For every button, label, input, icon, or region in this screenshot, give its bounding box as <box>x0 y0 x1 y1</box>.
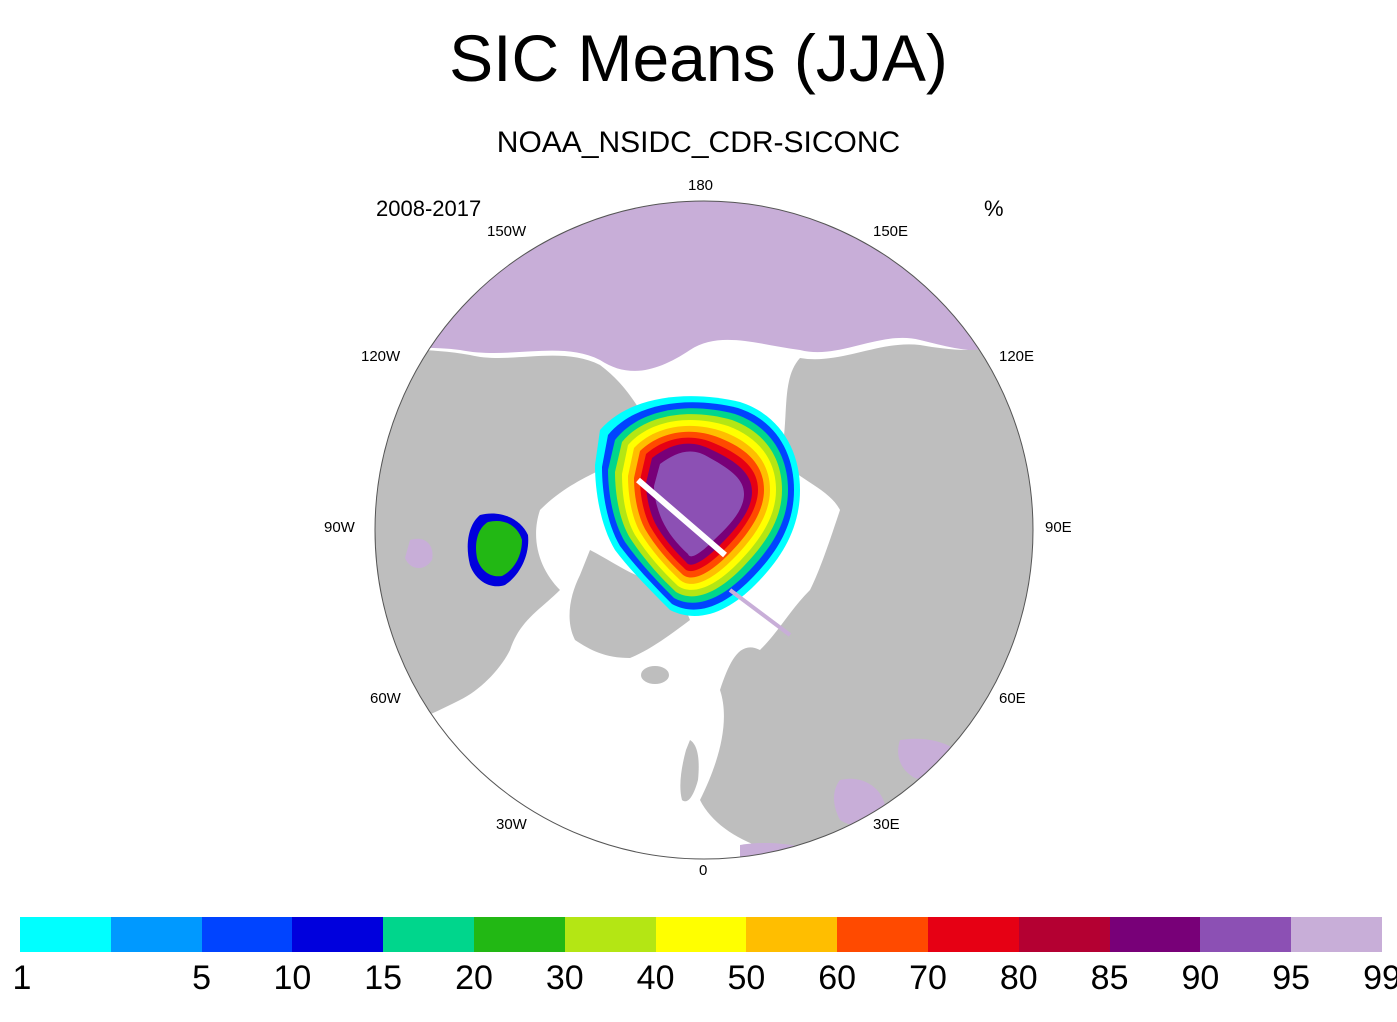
ice-band-95 <box>654 451 744 557</box>
lon-label-90e: 90E <box>1045 519 1072 536</box>
colorbar-label: 15 <box>364 959 403 997</box>
colorbar-label: 80 <box>999 959 1038 997</box>
lon-label-120w: 120W <box>361 348 401 365</box>
colorbar-box <box>1018 917 1111 952</box>
colorbar-label: 85 <box>1090 959 1129 997</box>
colorbar-label: 70 <box>909 959 947 997</box>
polar-map <box>374 200 1034 860</box>
lon-label-150e: 150E <box>873 223 909 240</box>
colorbar-box <box>110 917 203 952</box>
lon-label-30w: 30W <box>496 816 527 833</box>
map-boundary <box>374 200 1034 860</box>
lon-label-0: 0 <box>699 862 708 879</box>
lon-label-120e: 120E <box>999 348 1035 365</box>
colorbar-box <box>928 917 1020 952</box>
land-scandinavia <box>729 678 782 830</box>
land-iceland <box>641 666 669 684</box>
colorbar-box <box>474 917 566 952</box>
dataset-subtitle: NOAA_NSIDC_CDR-SICONC <box>496 126 901 159</box>
colorbar-label: 90 <box>1181 959 1220 997</box>
period-label: 2008-2017 <box>376 196 482 221</box>
lon-label-180: 180 <box>688 177 714 194</box>
missing-region-north <box>375 201 1033 371</box>
colorbar-box <box>564 917 657 952</box>
colorbar-label: 50 <box>727 959 766 997</box>
colorbar-box <box>1291 917 1383 952</box>
lon-label-30e: 30E <box>873 816 900 833</box>
lon-label-60e: 60E <box>999 690 1026 707</box>
colorbar-box <box>201 917 293 952</box>
land-uk <box>680 740 699 802</box>
lon-label-150w: 150W <box>487 223 527 240</box>
colorbar-box <box>1200 917 1292 952</box>
missing-region-black-sea <box>740 842 820 859</box>
units-label: % <box>984 196 1004 221</box>
colorbar-label: 40 <box>636 959 675 997</box>
colorbar-label: 20 <box>455 959 493 997</box>
pole-hole-line <box>636 477 727 558</box>
colorbar-label: 99 <box>1363 959 1397 997</box>
ice-hudson-bay-inner <box>476 520 522 577</box>
land-greenland <box>569 550 690 658</box>
colorbar-box <box>837 917 929 952</box>
missing-region-hudson-lakes <box>405 538 433 569</box>
colorbar-box <box>20 917 112 952</box>
colorbar-label: 5 <box>192 959 212 997</box>
lon-label-90w: 90W <box>324 519 355 536</box>
colorbar-box <box>292 917 384 952</box>
colorbar-box <box>383 917 475 952</box>
colorbar-box <box>1109 917 1201 952</box>
colorbar-label: 60 <box>818 959 857 997</box>
map-title: SIC Means (JJA) <box>449 21 948 95</box>
colorbar-label: 10 <box>273 959 312 997</box>
colorbar-label: 95 <box>1272 959 1311 997</box>
colorbar-label: 1 <box>12 959 32 997</box>
colorbar-box <box>746 917 838 952</box>
pole-hole-line-extension <box>728 588 792 637</box>
colorbar-box <box>655 917 747 952</box>
colorbar-label: 30 <box>545 959 584 997</box>
lon-label-60w: 60W <box>370 690 401 707</box>
